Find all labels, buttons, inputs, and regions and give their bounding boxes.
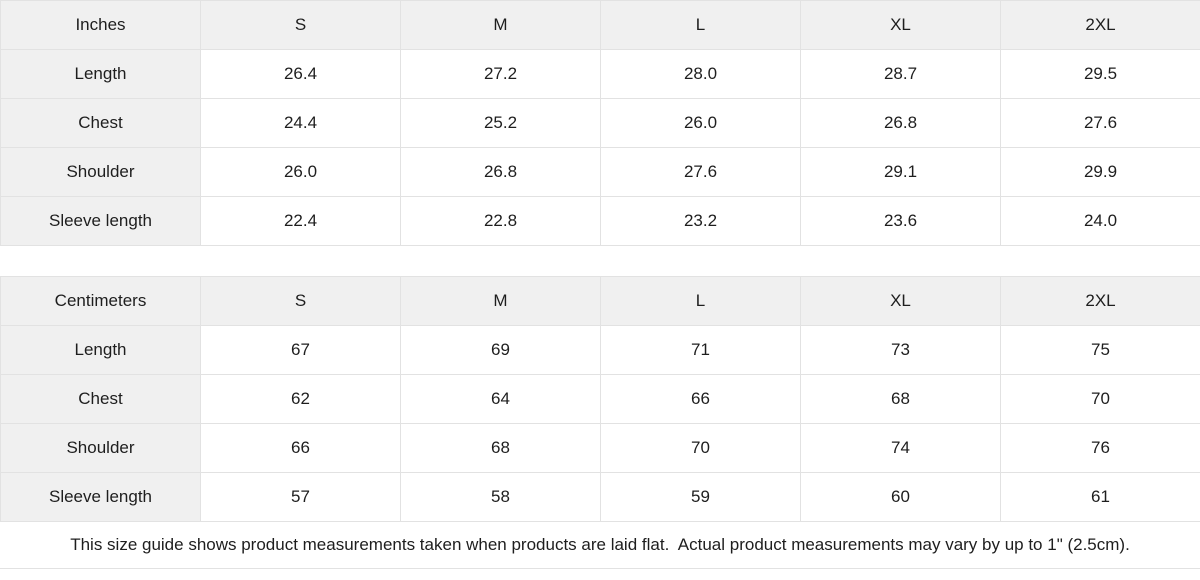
unit-header-cell: Inches [0, 0, 201, 50]
value-cell: 26.8 [800, 98, 1001, 148]
table-row: Shoulder 66 68 70 74 76 [0, 423, 1200, 473]
value-cell: 24.0 [1000, 196, 1200, 246]
size-header-cell: XL [800, 0, 1001, 50]
table-row: Sleeve length 22.4 22.8 23.2 23.6 24.0 [0, 196, 1200, 246]
inches-size-table: Inches S M L XL 2XL Length 26.4 27.2 28.… [0, 0, 1200, 246]
row-label: Sleeve length [0, 472, 201, 522]
value-cell: 26.0 [200, 147, 401, 197]
table-spacer [0, 246, 1200, 276]
value-cell: 71 [600, 325, 801, 375]
size-header-cell: M [400, 0, 601, 50]
value-cell: 27.6 [1000, 98, 1200, 148]
table-row: Shoulder 26.0 26.8 27.6 29.1 29.9 [0, 147, 1200, 197]
value-cell: 70 [600, 423, 801, 473]
value-cell: 68 [400, 423, 601, 473]
value-cell: 29.5 [1000, 49, 1200, 99]
value-cell: 67 [200, 325, 401, 375]
value-cell: 28.0 [600, 49, 801, 99]
size-header-cell: L [600, 0, 801, 50]
footer-note: This size guide shows product measuremen… [0, 522, 1200, 569]
value-cell: 64 [400, 374, 601, 424]
unit-header-cell: Centimeters [0, 276, 201, 326]
value-cell: 58 [400, 472, 601, 522]
size-header-cell: S [200, 0, 401, 50]
table-row: Chest 24.4 25.2 26.0 26.8 27.6 [0, 98, 1200, 148]
value-cell: 76 [1000, 423, 1200, 473]
value-cell: 26.8 [400, 147, 601, 197]
row-label: Chest [0, 374, 201, 424]
value-cell: 27.2 [400, 49, 601, 99]
value-cell: 23.2 [600, 196, 801, 246]
row-label: Shoulder [0, 423, 201, 473]
centimeters-header-row: Centimeters S M L XL 2XL [0, 276, 1200, 326]
value-cell: 23.6 [800, 196, 1001, 246]
size-header-cell: S [200, 276, 401, 326]
value-cell: 25.2 [400, 98, 601, 148]
value-cell: 57 [200, 472, 401, 522]
size-header-cell: 2XL [1000, 276, 1200, 326]
table-row: Chest 62 64 66 68 70 [0, 374, 1200, 424]
value-cell: 62 [200, 374, 401, 424]
row-label: Length [0, 49, 201, 99]
value-cell: 66 [600, 374, 801, 424]
value-cell: 60 [800, 472, 1001, 522]
value-cell: 22.4 [200, 196, 401, 246]
inches-header-row: Inches S M L XL 2XL [0, 0, 1200, 50]
size-header-cell: XL [800, 276, 1001, 326]
value-cell: 70 [1000, 374, 1200, 424]
value-cell: 24.4 [200, 98, 401, 148]
table-row: Length 26.4 27.2 28.0 28.7 29.5 [0, 49, 1200, 99]
value-cell: 27.6 [600, 147, 801, 197]
value-cell: 73 [800, 325, 1001, 375]
value-cell: 26.0 [600, 98, 801, 148]
value-cell: 68 [800, 374, 1001, 424]
value-cell: 28.7 [800, 49, 1001, 99]
value-cell: 74 [800, 423, 1001, 473]
row-label: Sleeve length [0, 196, 201, 246]
value-cell: 26.4 [200, 49, 401, 99]
row-label: Shoulder [0, 147, 201, 197]
value-cell: 29.9 [1000, 147, 1200, 197]
value-cell: 22.8 [400, 196, 601, 246]
value-cell: 61 [1000, 472, 1200, 522]
size-header-cell: M [400, 276, 601, 326]
table-row: Sleeve length 57 58 59 60 61 [0, 472, 1200, 522]
row-label: Chest [0, 98, 201, 148]
value-cell: 69 [400, 325, 601, 375]
table-row: Length 67 69 71 73 75 [0, 325, 1200, 375]
value-cell: 29.1 [800, 147, 1001, 197]
size-header-cell: L [600, 276, 801, 326]
footer-note-text: This size guide shows product measuremen… [70, 535, 1130, 554]
row-label: Length [0, 325, 201, 375]
value-cell: 59 [600, 472, 801, 522]
value-cell: 66 [200, 423, 401, 473]
centimeters-size-table: Centimeters S M L XL 2XL Length 67 69 71… [0, 276, 1200, 522]
size-header-cell: 2XL [1000, 0, 1200, 50]
value-cell: 75 [1000, 325, 1200, 375]
